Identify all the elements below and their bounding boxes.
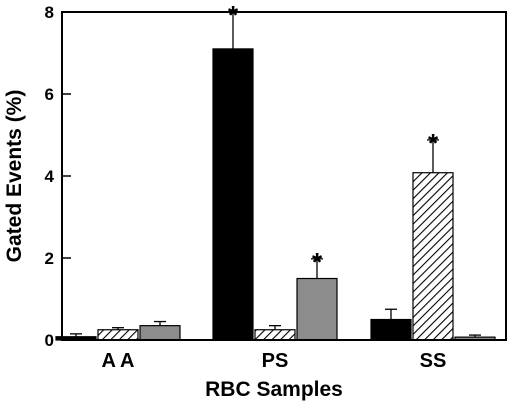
x-category-label: A A bbox=[102, 350, 135, 372]
y-tick-label: 6 bbox=[45, 85, 54, 104]
bar-series2-ps bbox=[254, 329, 296, 341]
y-tick-label: 4 bbox=[45, 167, 55, 186]
y-tick-label: 0 bbox=[45, 331, 54, 350]
x-category-label: PS bbox=[262, 350, 289, 372]
x-axis-title: RBC Samples bbox=[205, 378, 343, 401]
y-tick-label: 8 bbox=[45, 3, 54, 22]
y-axis-title: Gated Events (%) bbox=[3, 90, 26, 263]
annotations-layer: * * * bbox=[228, 0, 439, 277]
error-bars-layer bbox=[70, 11, 481, 338]
significance-star: * bbox=[228, 0, 239, 30]
significance-star: * bbox=[312, 247, 323, 277]
bars-layer bbox=[55, 48, 496, 341]
bar-series3-aa bbox=[139, 325, 181, 341]
y-tick-label: 2 bbox=[45, 249, 54, 268]
bar-series2-ss bbox=[412, 172, 454, 341]
bar-series3-ps bbox=[296, 277, 338, 341]
x-category-labels: A A PS SS bbox=[102, 350, 447, 372]
significance-star: * bbox=[428, 128, 439, 158]
bar-series1-ps bbox=[212, 48, 254, 341]
bar-series2-aa bbox=[97, 329, 139, 341]
x-category-label: SS bbox=[420, 350, 447, 372]
y-ticks-layer: 0 2 4 6 8 bbox=[45, 3, 71, 350]
bar-series1-ss bbox=[370, 318, 412, 341]
